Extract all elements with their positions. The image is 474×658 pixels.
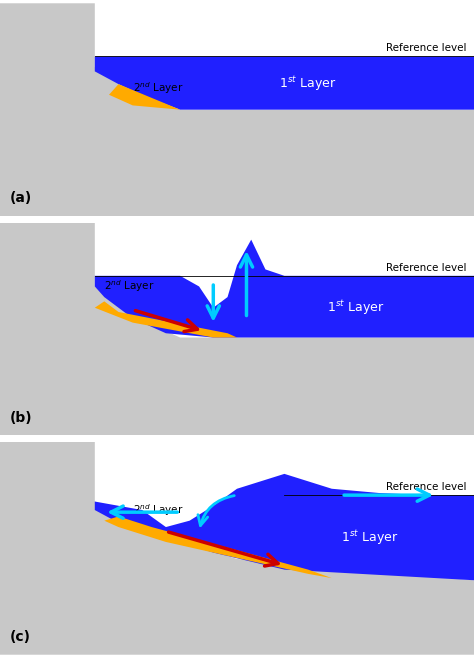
Text: 2$^{nd}$ Layer: 2$^{nd}$ Layer [133,80,183,96]
Polygon shape [0,442,474,655]
Text: Reference level: Reference level [386,43,467,53]
Text: 2$^{nd}$ Layer: 2$^{nd}$ Layer [133,502,183,518]
Polygon shape [109,84,180,110]
Polygon shape [0,3,474,216]
Text: (a): (a) [9,191,32,205]
Text: (b): (b) [9,411,32,425]
Polygon shape [104,517,332,578]
Polygon shape [95,474,474,580]
Polygon shape [95,301,237,338]
Text: Reference level: Reference level [386,263,467,272]
Text: (c): (c) [9,630,30,644]
Text: 2$^{nd}$ Layer: 2$^{nd}$ Layer [104,278,155,294]
Text: 1$^{st}$ Layer: 1$^{st}$ Layer [341,528,398,547]
Text: 1$^{st}$ Layer: 1$^{st}$ Layer [327,299,384,317]
Polygon shape [0,222,474,436]
Text: 1$^{st}$ Layer: 1$^{st}$ Layer [280,75,337,93]
Polygon shape [95,240,474,338]
Polygon shape [95,57,474,110]
Text: Reference level: Reference level [386,482,467,492]
